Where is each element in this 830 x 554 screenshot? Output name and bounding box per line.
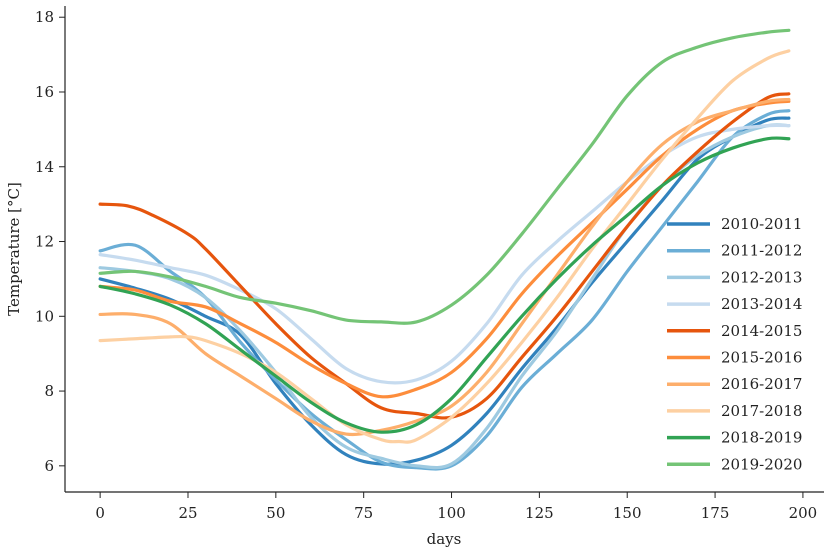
legend-label-2014-2015: 2014-2015 [721,322,802,340]
x-tick-label: 100 [437,504,466,522]
legend-label-2010-2011: 2010-2011 [721,215,802,233]
x-axis-label: days [427,530,462,548]
legend-label-2015-2016: 2015-2016 [721,349,802,367]
series-line-2014-2015 [98,92,791,420]
legend-label-2017-2018: 2017-2018 [721,402,802,420]
axes [64,6,824,493]
legend-label-2013-2014: 2013-2014 [721,295,802,313]
series-line-2016-2017 [98,97,791,437]
series-line-2013-2014 [98,123,791,385]
x-tick-label: 0 [95,504,105,522]
x-ticks: 0 25 50 75 100 125 150 175 200 [95,492,817,522]
y-axis-label: Temperature [°C] [5,182,23,316]
series-line-2019-2020 [98,28,791,325]
x-tick-label: 150 [613,504,642,522]
series-line-2017-2018 [98,49,791,444]
y-ticks: 6 8 10 12 14 16 18 [35,8,65,475]
series-line-2015-2016 [98,99,791,399]
y-tick-label: 16 [35,83,54,101]
legend-label-2018-2019: 2018-2019 [721,429,802,447]
x-tick-label: 125 [525,504,554,522]
legend-label-2016-2017: 2016-2017 [721,375,802,393]
x-tick-label: 50 [266,504,285,522]
series-lines [98,28,791,471]
y-tick-label: 6 [44,457,54,475]
y-tick-label: 18 [35,8,54,26]
series-line-2018-2019 [98,136,791,434]
y-tick-label: 8 [44,382,54,400]
legend-label-2019-2020: 2019-2020 [721,455,802,473]
legend-label-2011-2012: 2011-2012 [721,242,802,260]
legend-label-2012-2013: 2012-2013 [721,268,802,286]
x-tick-label: 200 [789,504,818,522]
x-tick-label: 175 [701,504,730,522]
x-tick-label: 75 [354,504,373,522]
y-tick-label: 14 [35,158,54,176]
legend: 2010-2011 2011-2012 2012-2013 2013-2014 2014… [667,215,802,473]
x-tick-label: 25 [178,504,197,522]
series-line-2012-2013 [98,123,791,470]
y-tick-label: 12 [35,233,54,251]
y-tick-label: 10 [35,307,54,325]
